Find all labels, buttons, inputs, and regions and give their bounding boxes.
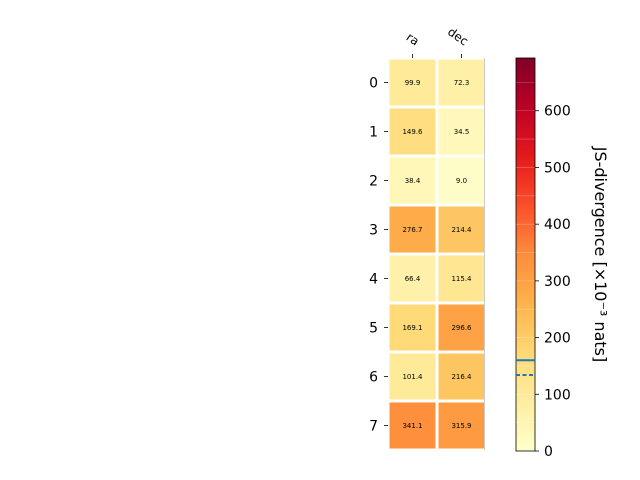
colorbar-gradient [515, 57, 536, 452]
cell-label: 276.7 [402, 226, 422, 234]
y-tick-label: 0 [369, 76, 378, 92]
y-tick-label: 1 [369, 125, 378, 141]
colorbar-tick-label: 200 [544, 331, 571, 347]
cell-label: 34.5 [454, 128, 470, 136]
cell-label: 99.9 [405, 79, 421, 87]
x-tick-label: dec [445, 25, 471, 49]
heatmap-cell [435, 105, 488, 158]
cell-label: 296.6 [451, 324, 472, 332]
y-tick-label: 5 [369, 321, 378, 337]
colorbar-tick-label: 300 [544, 274, 571, 290]
colorbar-tick-label: 500 [544, 160, 571, 176]
cell-label: 214.4 [451, 226, 472, 234]
cell-label: 72.3 [454, 79, 470, 87]
heatmap-cell [435, 252, 488, 305]
colorbar-tick-label: 400 [544, 217, 571, 233]
y-tick-label: 4 [369, 272, 378, 288]
colorbar-tick-label: 0 [544, 444, 553, 460]
heatmap-cell [435, 154, 488, 207]
cell-label: 315.9 [451, 422, 471, 430]
colorbar: 0 100 200 300 400 500 600 JS-divergence [×10⁻³ … [515, 57, 610, 460]
heatmap-cell [435, 399, 488, 452]
cell-label: 38.4 [405, 177, 421, 185]
cell-label: 115.4 [451, 275, 472, 283]
y-tick-label: 2 [369, 174, 378, 190]
y-tick-label: 7 [369, 419, 378, 435]
cell-label: 341.1 [402, 422, 422, 430]
colorbar-tick-label: 100 [544, 387, 571, 403]
cell-label: 169.1 [402, 324, 422, 332]
colorbar-tick-label: 600 [544, 104, 571, 120]
y-tick-label: 6 [369, 370, 378, 386]
cell-label: 149.6 [402, 128, 423, 136]
x-tick-label: ra [404, 30, 422, 49]
cell-label: 216.4 [451, 373, 472, 381]
y-tick-label: 3 [369, 223, 378, 239]
cell-label: 66.4 [405, 275, 421, 283]
heatmap-cell [435, 203, 488, 256]
cell-label: 101.4 [402, 373, 423, 381]
colorbar-label: JS-divergence [×10⁻³ nats] [591, 146, 610, 362]
cell-label: 9.0 [456, 177, 467, 185]
